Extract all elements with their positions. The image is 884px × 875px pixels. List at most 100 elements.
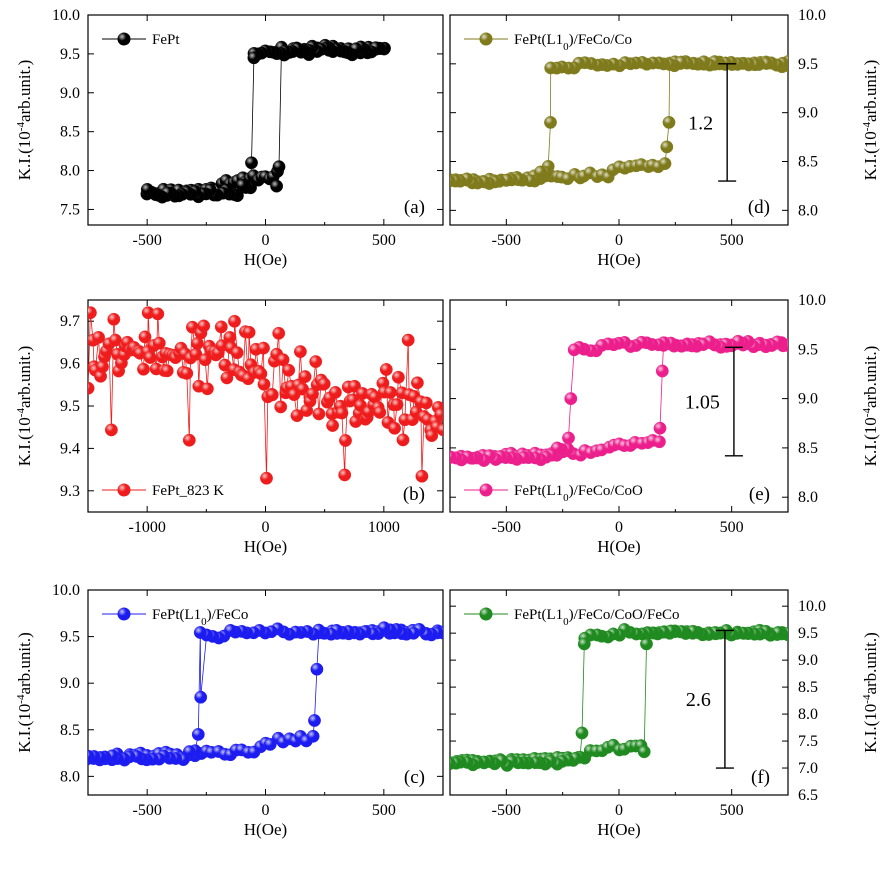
y-tick-label: 9.5: [60, 629, 80, 646]
x-axis-title: H(Oe): [244, 250, 287, 269]
data-point: [339, 434, 352, 447]
y-tick-label: 10.0: [798, 292, 826, 309]
y-tick-label: 7.5: [798, 733, 818, 750]
x-axis-title: H(Oe): [597, 820, 640, 839]
x-tick-label: -500: [492, 802, 521, 819]
legend-marker: [117, 607, 131, 621]
data-point: [228, 314, 241, 328]
series: [88, 306, 443, 485]
data-point: [310, 662, 324, 676]
y-tick-label: 8.0: [60, 768, 80, 785]
data-point: [260, 471, 273, 485]
y-tick-label: 9.3: [60, 483, 80, 500]
data-point: [544, 61, 558, 75]
y-tick-label: 8.0: [60, 163, 80, 180]
legend-marker: [117, 483, 131, 497]
data-point: [379, 363, 393, 376]
y-axis-title: K.I.(10-4arb.unit.): [15, 60, 34, 181]
data-point: [247, 51, 261, 65]
legend-label: FePt_823 K: [152, 483, 224, 499]
series: [140, 38, 391, 204]
data-point: [143, 351, 157, 364]
data-point: [434, 408, 443, 421]
panel-label: (c): [404, 767, 425, 788]
y-tick-label: 8.0: [798, 202, 818, 219]
data-point: [220, 371, 234, 385]
data-point: [662, 116, 676, 129]
legend-marker: [479, 607, 493, 621]
data-point: [309, 355, 323, 368]
data-point: [214, 320, 228, 334]
data-point: [388, 421, 401, 435]
panel-label: (d): [748, 197, 770, 218]
x-tick-label: 500: [372, 802, 396, 819]
series: [88, 621, 443, 767]
x-tick-label: 0: [262, 519, 270, 536]
data-point: [328, 385, 342, 399]
y-tick-label: 9.5: [798, 625, 818, 642]
data-point: [308, 714, 321, 727]
legend-label: FePt: [152, 32, 180, 48]
y-axis-title: K.I.(10-4arb.unit.): [15, 346, 34, 467]
data-point: [653, 421, 667, 435]
data-point: [276, 353, 290, 367]
data-point: [567, 343, 581, 357]
data-point: [419, 396, 433, 410]
x-tick-label: 500: [720, 519, 744, 536]
data-point: [88, 381, 95, 395]
data-point: [140, 182, 154, 196]
y-tick-label: 9.0: [798, 391, 818, 408]
data-point: [257, 377, 271, 391]
data-point: [235, 178, 249, 192]
data-point: [92, 330, 106, 344]
y-axis-title: K.I.(10-4arb.unit.): [861, 60, 880, 181]
x-tick-label: 0: [615, 802, 623, 819]
panel-c: -500 0 500 H(Oe) 8.0 8.5 9.0 9.5 10.0 K.I.(10-4ar…: [15, 582, 444, 839]
x-tick-label: 0: [615, 519, 623, 536]
data-point: [105, 423, 118, 437]
y-axis-title: K.I.(10-4arb.unit.): [861, 346, 880, 467]
data-point: [383, 386, 397, 399]
x-tick-label: -1000: [129, 519, 166, 536]
legend-label: FePt(L10)/FeCo/CoO/FeCo: [514, 607, 680, 628]
x-tick-label: -500: [133, 232, 162, 249]
data-point: [274, 400, 288, 414]
data-point: [160, 364, 174, 378]
data-point: [182, 433, 196, 447]
y-tick-label: 9.0: [798, 105, 818, 122]
data-point: [282, 363, 296, 377]
data-point: [191, 728, 205, 741]
data-point: [450, 450, 457, 464]
annotation-label: 1.2: [688, 112, 713, 134]
y-tick-label: 9.0: [60, 85, 80, 102]
data-point: [245, 156, 258, 170]
series: [450, 334, 788, 467]
y-tick-label: 10.0: [798, 7, 826, 24]
legend-label: FePt(L10)/FeCo/CoO: [514, 483, 643, 504]
panel-a: -500 0 500 H(Oe) 7.5 8.0 8.5 9.0 9.5 10.0 K.I.(10-…: [15, 7, 444, 269]
panel-label: (b): [403, 484, 425, 505]
data-point: [338, 468, 352, 482]
legend-label: FePt(L10)/FeCo: [152, 607, 248, 628]
data-point: [193, 626, 207, 639]
panel-label: (f): [751, 767, 770, 788]
x-tick-label: 500: [372, 232, 396, 249]
x-tick-label: -500: [492, 232, 521, 249]
data-point: [450, 174, 456, 188]
panel-e: -500 0 500 H(Oe) 8.0 8.5 9.0 9.5 10.0 K.I.(10-4ar…: [449, 292, 880, 556]
series: [450, 623, 788, 772]
y-tick-label: 8.0: [798, 706, 818, 723]
data-point: [534, 165, 547, 179]
data-point: [577, 637, 591, 651]
data-point: [200, 382, 214, 396]
y-tick-label: 9.5: [60, 398, 80, 415]
data-point: [198, 353, 212, 367]
panel-label: (e): [749, 484, 770, 505]
data-point: [138, 330, 152, 344]
y-axis-title: K.I.(10-4arb.unit.): [15, 632, 34, 753]
legend-label: FePt(L10)/FeCo/Co: [514, 32, 632, 53]
y-tick-label: 9.4: [60, 440, 80, 457]
y-tick-label: 8.5: [798, 154, 818, 171]
x-tick-label: 500: [720, 802, 744, 819]
data-point: [242, 325, 256, 339]
